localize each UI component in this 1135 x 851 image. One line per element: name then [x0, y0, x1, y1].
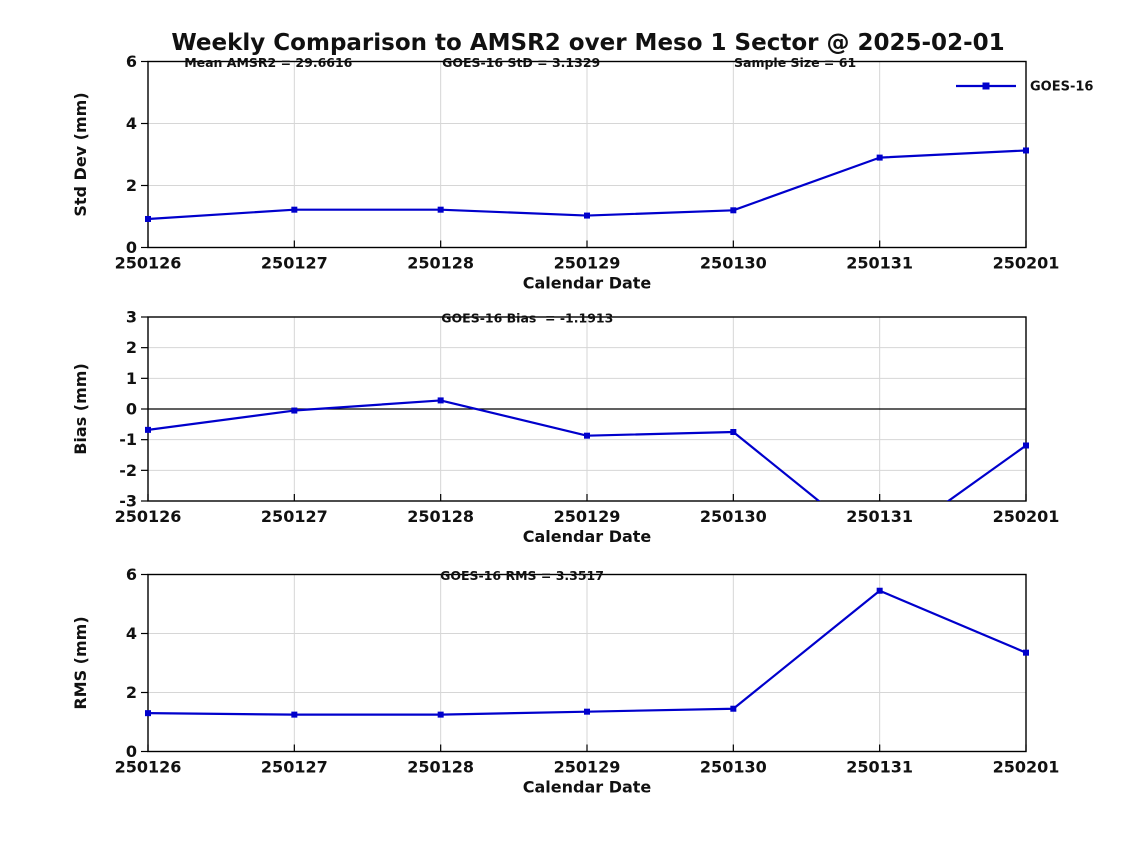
data-point-marker: [584, 708, 590, 715]
x-tick-label: 250128: [407, 507, 474, 526]
data-point-marker: [145, 426, 151, 433]
x-tick-label: 250131: [846, 507, 913, 526]
y-tick-label: 6: [126, 52, 137, 71]
y-tick-label: -3: [119, 492, 137, 511]
data-point-marker: [291, 206, 298, 213]
x-tick-label: 250127: [261, 507, 328, 526]
x-tick-label: 250129: [554, 254, 621, 273]
data-point-marker: [584, 212, 590, 219]
legend-marker-icon: [982, 82, 990, 90]
annotation: Mean AMSR2 = 29.6616: [184, 55, 352, 70]
y-tick-label: 0: [126, 742, 137, 761]
x-axis-label: Calendar Date: [523, 527, 652, 546]
data-point-marker: [291, 407, 298, 414]
annotation: GOES-16 Bias = -1.1913: [441, 311, 613, 326]
x-tick-label: 250201: [993, 507, 1060, 526]
y-tick-label: 6: [126, 565, 137, 584]
legend-label: GOES-16: [1030, 80, 1093, 95]
y-tick-label: 3: [126, 308, 137, 327]
x-axis-label: Calendar Date: [523, 274, 652, 293]
data-point-marker: [730, 207, 737, 214]
y-tick-label: 2: [126, 683, 137, 702]
x-tick-label: 250126: [115, 758, 182, 777]
x-tick-label: 250127: [261, 254, 328, 273]
x-tick-label: 250131: [846, 254, 913, 273]
data-point-marker: [437, 206, 444, 213]
x-tick-label: 250130: [700, 254, 767, 273]
y-axis-label: Bias (mm): [71, 363, 90, 455]
data-point-marker: [730, 429, 737, 435]
y-axis-label: Std Dev (mm): [71, 92, 90, 216]
annotation: GOES-16 RMS = 3.3517: [440, 568, 604, 583]
x-axis-label: Calendar Date: [523, 778, 652, 797]
y-tick-label: 4: [126, 114, 137, 133]
data-point-marker: [876, 154, 883, 161]
x-tick-label: 250130: [700, 507, 767, 526]
x-tick-label: 250201: [993, 254, 1060, 273]
x-tick-label: 250201: [993, 758, 1060, 777]
x-tick-label: 250126: [115, 254, 182, 273]
data-point-marker: [730, 705, 737, 712]
y-tick-label: 1: [126, 369, 137, 388]
figure-title: Weekly Comparison to AMSR2 over Meso 1 S…: [171, 30, 1005, 56]
x-tick-label: 250130: [700, 758, 767, 777]
y-tick-label: 4: [126, 624, 137, 643]
y-tick-label: -1: [119, 430, 137, 449]
data-point-marker: [145, 710, 151, 717]
data-point-marker: [1023, 147, 1029, 154]
y-tick-label: 2: [126, 176, 137, 195]
x-tick-label: 250128: [407, 758, 474, 777]
data-point-marker: [437, 711, 444, 718]
x-tick-label: 250129: [554, 507, 621, 526]
x-tick-label: 250127: [261, 758, 328, 777]
x-tick-label: 250126: [115, 507, 182, 526]
y-tick-label: -2: [119, 461, 137, 480]
y-tick-label: 0: [126, 238, 137, 257]
data-point-marker: [1023, 442, 1029, 449]
data-point-marker: [1023, 649, 1029, 656]
x-tick-label: 250128: [407, 254, 474, 273]
x-tick-label: 250129: [554, 758, 621, 777]
data-point-marker: [437, 397, 444, 404]
data-point-marker: [584, 432, 590, 439]
annotation: GOES-16 StD = 3.1329: [442, 55, 600, 70]
y-axis-label: RMS (mm): [71, 616, 90, 709]
data-point-marker: [145, 215, 151, 222]
data-point-marker: [291, 711, 298, 718]
data-point-marker: [876, 587, 883, 594]
annotation: Sample Size = 61: [734, 55, 856, 70]
x-tick-label: 250131: [846, 758, 913, 777]
y-tick-label: 0: [126, 400, 137, 419]
y-tick-label: 2: [126, 338, 137, 357]
